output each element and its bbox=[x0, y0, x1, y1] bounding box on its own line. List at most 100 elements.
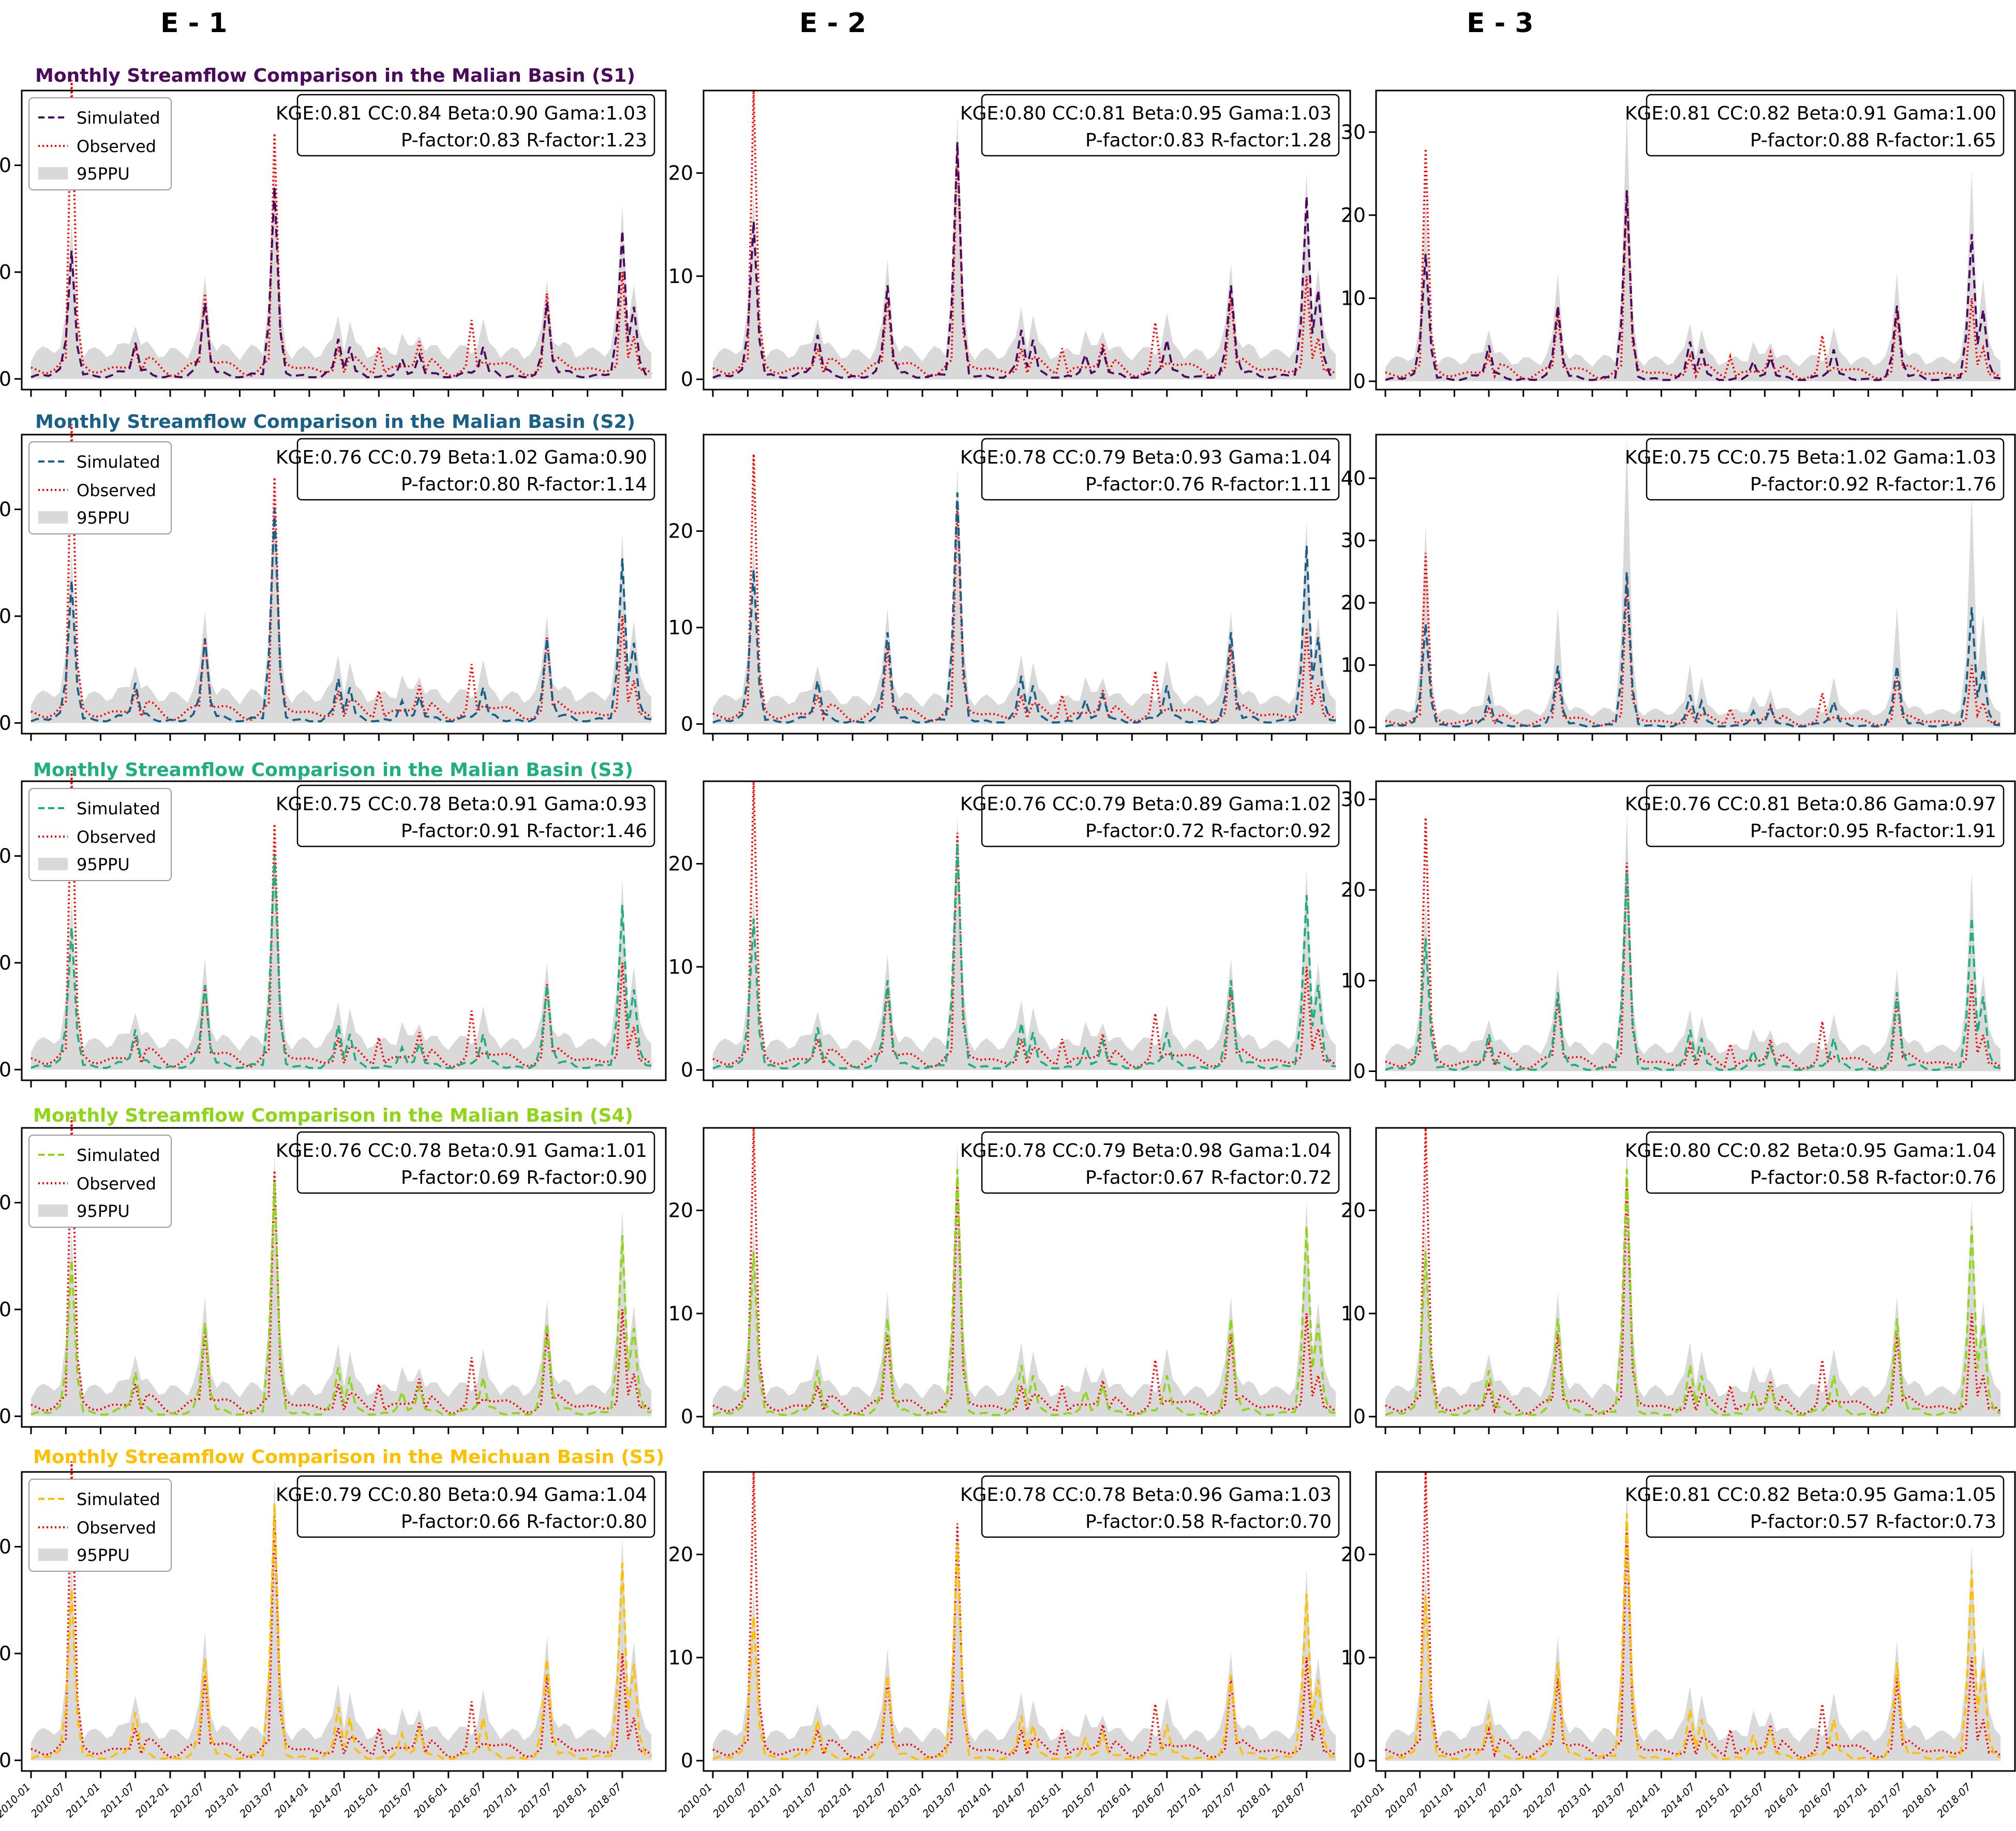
ppu-band bbox=[1385, 1486, 2000, 1761]
x-tick-label: 2018-07 bbox=[1934, 1780, 1974, 1820]
x-tick-label: 2014-01 bbox=[272, 1781, 311, 1820]
legend-ppu-label: 95PPU bbox=[77, 855, 130, 874]
column-title-e1: E - 1 bbox=[160, 8, 228, 39]
metrics-line-2: P-factor:0.58 R-factor:0.76 bbox=[1750, 1167, 1996, 1188]
x-tick-label: 2013-07 bbox=[920, 1780, 959, 1820]
y-tick-label: 10 bbox=[1341, 1302, 1366, 1325]
x-tick-label: 2010-01 bbox=[675, 1781, 714, 1820]
y-tick-label: 10 bbox=[1341, 1646, 1366, 1669]
x-tick-label: 2011-07 bbox=[780, 1780, 819, 1820]
x-tick-label: 2012-01 bbox=[132, 1781, 172, 1820]
legend-box bbox=[28, 441, 172, 534]
metrics-box bbox=[981, 784, 1340, 847]
metrics-box bbox=[1646, 1131, 2005, 1194]
y-tick-label: 20 bbox=[668, 1543, 693, 1566]
legend-ppu-label: 95PPU bbox=[77, 508, 130, 528]
metrics-box bbox=[296, 94, 655, 157]
x-tick-label: 2018-01 bbox=[1234, 1781, 1274, 1820]
x-tick-label: 2010-07 bbox=[1382, 1780, 1422, 1820]
metrics-line-2: P-factor:0.95 R-factor:1.91 bbox=[1750, 821, 1996, 842]
x-tick-label: 2011-01 bbox=[63, 1781, 102, 1820]
simulated-line bbox=[712, 492, 1336, 724]
y-tick-label: 40 bbox=[1341, 467, 1366, 489]
x-tick-label: 2011-01 bbox=[1417, 1781, 1456, 1820]
x-tick-label: 2014-01 bbox=[1624, 1781, 1663, 1820]
x-tick-label: 2014-07 bbox=[307, 1780, 346, 1820]
y-tick-label: 10 bbox=[668, 956, 693, 978]
legend-simulated-label: Simulated bbox=[77, 799, 160, 818]
metrics-line-1: KGE:0.81 CC:0.82 Beta:0.91 Gama:1.00 bbox=[1625, 103, 1996, 124]
y-tick-label: 30 bbox=[1341, 788, 1366, 811]
panel-r2-c2: 0 10 20 KGE:0.78 CC:0.79 Beta:0.93 Gama:1.0… bbox=[668, 434, 1351, 741]
x-tick-label: 2017-01 bbox=[1831, 1781, 1870, 1820]
legend-box bbox=[28, 1479, 172, 1572]
metrics-line-1: KGE:0.78 CC:0.79 Beta:0.98 Gama:1.04 bbox=[960, 1140, 1332, 1162]
panel-r2-c1: 0 10 20 KGE:0.76 CC:0.79 Beta:1.02 Gama:0.9… bbox=[0, 424, 667, 741]
x-tick-label: 2015-01 bbox=[341, 1781, 381, 1820]
x-tick-label: 2010-07 bbox=[710, 1780, 750, 1820]
y-tick-label: 0 bbox=[681, 1749, 693, 1772]
ppu-band bbox=[713, 816, 1336, 1070]
y-tick-label: 0 bbox=[1353, 1749, 1366, 1772]
panel-r1-c3: 0 10 20 30 KGE:0.81 CC:0.82 Beta:0.91 Gama:1… bbox=[1341, 90, 2016, 397]
metrics-line-2: P-factor:0.80 R-factor:1.14 bbox=[401, 474, 647, 495]
y-tick-label: 30 bbox=[1341, 121, 1366, 143]
y-tick-label: 20 bbox=[1341, 1543, 1366, 1566]
panel-r1-c1: 0 10 20 KGE:0.81 CC:0.84 Beta:0.90 Gama:1.0… bbox=[0, 80, 667, 397]
y-tick-label: 10 bbox=[1341, 654, 1366, 677]
x-tick-label: 2013-07 bbox=[1589, 1780, 1629, 1820]
simulated-line bbox=[31, 856, 652, 1069]
y-tick-label: 10 bbox=[668, 616, 693, 639]
metrics-box bbox=[981, 94, 1340, 157]
x-tick-label: 2015-07 bbox=[1727, 1780, 1767, 1820]
x-tick-label: 2017-07 bbox=[515, 1780, 555, 1820]
x-tick-label: 2018-07 bbox=[1269, 1780, 1308, 1820]
metrics-box bbox=[1646, 94, 2005, 157]
metrics-line-2: P-factor:0.92 R-factor:1.76 bbox=[1750, 474, 1996, 495]
y-tick-label: 10 bbox=[0, 605, 11, 628]
x-tick-label: 2017-07 bbox=[1199, 1780, 1238, 1820]
legend-observed-label: Observed bbox=[77, 137, 156, 156]
y-tick-label: 0 bbox=[681, 368, 693, 391]
x-tick-label: 2013-01 bbox=[885, 1781, 924, 1820]
metrics-line-1: KGE:0.80 CC:0.81 Beta:0.95 Gama:1.03 bbox=[960, 103, 1332, 124]
x-tick-label: 2013-07 bbox=[237, 1780, 276, 1820]
legend-simulated-label: Simulated bbox=[77, 452, 160, 472]
y-tick-label: 20 bbox=[0, 1192, 11, 1214]
metrics-line-1: KGE:0.76 CC:0.79 Beta:0.89 Gama:1.02 bbox=[960, 794, 1332, 815]
legend-ppu-swatch bbox=[38, 511, 68, 524]
x-tick-label: 2016-01 bbox=[411, 1781, 450, 1820]
row-title-s3: Monthly Streamflow Comparison in the Mal… bbox=[33, 760, 633, 781]
x-tick-label: 2016-07 bbox=[446, 1780, 485, 1820]
x-tick-label: 2016-07 bbox=[1129, 1780, 1169, 1820]
metrics-line-2: P-factor:0.69 R-factor:0.90 bbox=[401, 1167, 647, 1188]
panel-r1-c2: 0 10 20 KGE:0.80 CC:0.81 Beta:0.95 Gama:1.0… bbox=[668, 90, 1351, 397]
metrics-line-2: P-factor:0.83 R-factor:1.23 bbox=[401, 130, 647, 151]
x-tick-label: 2013-01 bbox=[202, 1781, 242, 1820]
x-tick-label: 2013-01 bbox=[1555, 1781, 1594, 1820]
panel-r3-c1: 0 10 20 KGE:0.75 CC:0.78 Beta:0.91 Gama:0.9… bbox=[0, 770, 667, 1088]
y-tick-label: 0 bbox=[0, 1405, 11, 1427]
x-tick-label: 2011-07 bbox=[1451, 1780, 1490, 1820]
y-tick-label: 10 bbox=[1341, 969, 1366, 992]
y-tick-label: 10 bbox=[0, 1298, 11, 1321]
x-tick-label: 2012-07 bbox=[168, 1780, 207, 1820]
y-tick-label: 10 bbox=[0, 261, 11, 284]
legend-simulated-label: Simulated bbox=[77, 1145, 160, 1165]
ppu-band bbox=[31, 482, 651, 723]
panel-r4-c2: 0 10 20 KGE:0.78 CC:0.79 Beta:0.98 Gama:1.0… bbox=[668, 1127, 1351, 1434]
legend-box bbox=[28, 1135, 172, 1228]
x-tick-label: 2015-07 bbox=[376, 1780, 415, 1820]
y-tick-label: 0 bbox=[681, 712, 693, 735]
metrics-line-1: KGE:0.79 CC:0.80 Beta:0.94 Gama:1.04 bbox=[276, 1484, 647, 1506]
x-tick-label: 2010-07 bbox=[28, 1780, 68, 1820]
y-tick-label: 20 bbox=[1341, 1199, 1366, 1222]
ppu-band bbox=[31, 159, 651, 379]
metrics-box bbox=[981, 438, 1340, 501]
x-tick-label: 2010-01 bbox=[1348, 1781, 1387, 1820]
legend-ppu-swatch bbox=[38, 167, 68, 180]
y-tick-label: 0 bbox=[1353, 370, 1366, 393]
simulated-line bbox=[31, 1181, 652, 1416]
x-tick-label: 2018-01 bbox=[550, 1781, 589, 1820]
